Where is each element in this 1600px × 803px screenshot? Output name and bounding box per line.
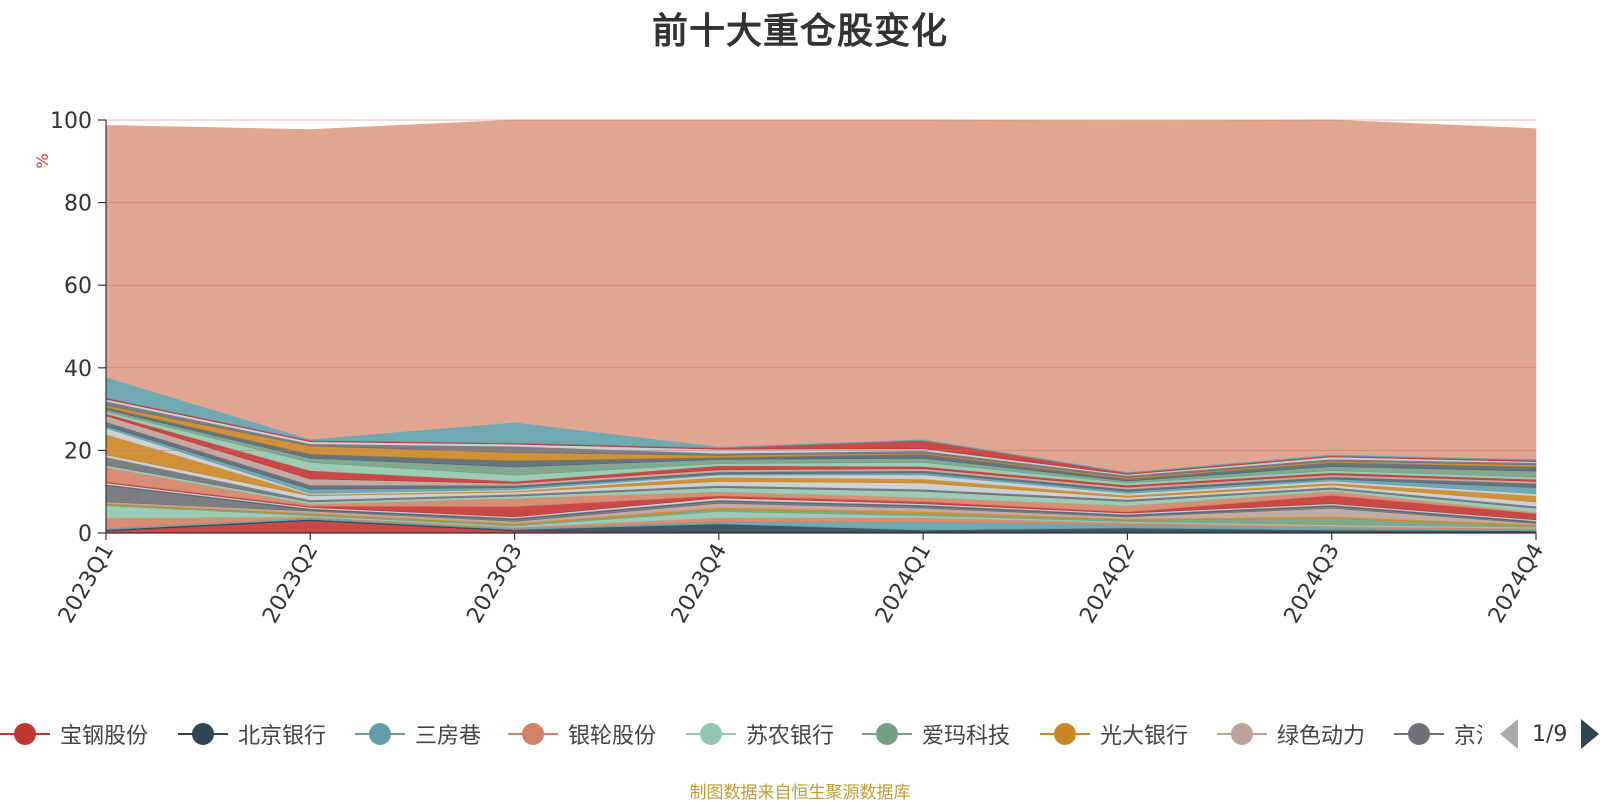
legend-marker-dot xyxy=(876,723,898,745)
x-tick-label-3: 2023Q4 xyxy=(667,540,732,628)
legend-marker-dot xyxy=(522,723,544,745)
x-tick-label-5: 2024Q2 xyxy=(1075,540,1140,628)
legend-marker-dot xyxy=(700,723,722,745)
legend-page-label: 1/9 xyxy=(1532,721,1568,747)
legend-marker-dot xyxy=(1231,723,1253,745)
legend-label: 宝钢股份 xyxy=(60,724,149,749)
x-tick-label-0: 2023Q1 xyxy=(54,540,119,628)
y-tick-label-4: 80 xyxy=(64,192,92,217)
legend-item-7[interactable]: 光大银行 xyxy=(1040,706,1188,762)
legend-marker-icon xyxy=(178,720,228,748)
legend-label: 银轮股份 xyxy=(568,724,657,749)
x-tick-label-4: 2024Q1 xyxy=(871,540,936,628)
legend-label: 北京银行 xyxy=(238,724,327,749)
legend-label: 三房巷 xyxy=(415,724,482,749)
legend-label: 京沪高铁 xyxy=(1454,724,1482,749)
y-axis-label: % xyxy=(33,153,52,168)
y-tick-label-1: 20 xyxy=(64,439,92,464)
legend-marker-dot xyxy=(14,723,36,745)
legend-item-2[interactable]: 北京银行 xyxy=(178,706,326,762)
legend-marker-icon xyxy=(355,720,405,748)
legend-item-8[interactable]: 绿色动力 xyxy=(1217,706,1365,762)
y-tick-label-0: 0 xyxy=(78,522,92,547)
legend-marker-icon xyxy=(0,720,50,748)
legend-item-6[interactable]: 爱玛科技 xyxy=(862,706,1010,762)
legend-marker-dot xyxy=(1054,723,1076,745)
legend-next-icon[interactable] xyxy=(1581,719,1600,749)
x-tick-label-1: 2023Q2 xyxy=(258,540,323,628)
legend: 宝钢股份 北京银行 三房巷 银轮股份 苏农银行 爱玛科技 光大银行 绿色动力 京沪高铁 xyxy=(0,706,1600,762)
legend-label: 绿色动力 xyxy=(1277,724,1366,749)
legend-marker-icon xyxy=(1040,720,1090,748)
legend-label: 苏农银行 xyxy=(746,724,835,749)
y-tick-label-3: 60 xyxy=(64,274,92,299)
x-tick-label-2: 2023Q3 xyxy=(462,540,527,628)
legend-marker-icon xyxy=(686,720,736,748)
area-series-31 xyxy=(105,119,1537,473)
chart-plot: 0 20 40 60 80 100% 2023Q1 2023Q2 2023Q3 2023Q4 202… xyxy=(33,109,1549,628)
legend-item-3[interactable]: 三房巷 xyxy=(355,706,481,762)
legend-item-5[interactable]: 苏农银行 xyxy=(686,706,834,762)
legend-prev-icon[interactable] xyxy=(1500,719,1518,749)
legend-marker-dot xyxy=(1408,723,1430,745)
legend-label: 爱玛科技 xyxy=(922,724,1011,749)
x-tick-label-7: 2024Q4 xyxy=(1484,540,1549,628)
x-tick-label-6: 2024Q3 xyxy=(1280,540,1345,628)
y-tick-label-5: 100 xyxy=(50,109,92,134)
legend-marker-dot xyxy=(192,723,214,745)
legend-item-1[interactable]: 宝钢股份 xyxy=(0,706,148,762)
legend-pager: 1/9 xyxy=(1500,714,1600,754)
legend-item-4[interactable]: 银轮股份 xyxy=(508,706,656,762)
legend-marker-icon xyxy=(1217,720,1267,748)
y-tick-label-2: 40 xyxy=(64,357,92,382)
legend-marker-icon xyxy=(508,720,558,748)
legend-items: 宝钢股份 北京银行 三房巷 银轮股份 苏农银行 爱玛科技 光大银行 绿色动力 京沪高铁 xyxy=(0,706,1482,762)
source-note: 制图数据来自恒生聚源数据库 xyxy=(689,783,911,803)
legend-marker-icon xyxy=(862,720,912,748)
legend-item-9[interactable]: 京沪高铁 xyxy=(1394,706,1482,762)
legend-label: 光大银行 xyxy=(1100,724,1189,749)
chart-title: 前十大重仓股变化 xyxy=(651,11,948,52)
legend-marker-dot xyxy=(369,723,391,745)
legend-marker-icon xyxy=(1394,720,1444,748)
